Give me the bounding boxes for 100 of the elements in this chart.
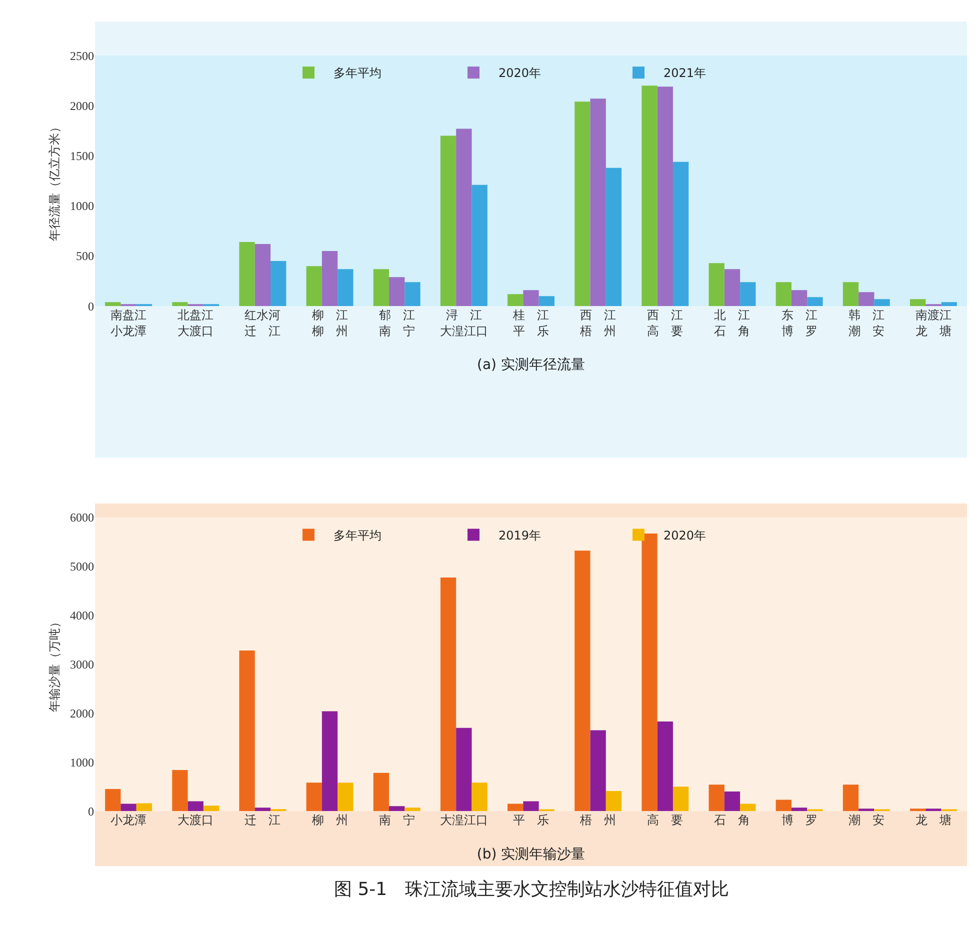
x-axis-title: (b) 实测年输沙量 [476, 846, 586, 862]
bar [120, 804, 136, 812]
x-tick-label: 南盘江小龙潭 [110, 308, 147, 338]
legend-label: 2020年 [498, 66, 542, 80]
x-tick-label: 柳 州 [312, 813, 348, 828]
y-tick-label: 1000 [70, 755, 94, 770]
legend-label: 多年平均 [334, 66, 382, 80]
x-tick-label: 南 宁 [378, 813, 415, 828]
x-tick-label: 平 乐 [513, 813, 549, 828]
bar [657, 721, 673, 812]
bar [642, 86, 658, 306]
legend-label: 2019年 [498, 528, 542, 542]
bar [136, 803, 152, 812]
bar [858, 808, 874, 812]
bar [523, 290, 539, 306]
bar [456, 728, 472, 812]
bar [404, 282, 420, 306]
bar [105, 789, 121, 812]
bar [389, 806, 405, 812]
bar [523, 801, 539, 812]
bar [188, 801, 204, 812]
bar [172, 770, 188, 812]
bar [472, 782, 488, 812]
x-tick-label: 红水河迁 江 [244, 308, 281, 338]
bar [657, 86, 673, 306]
y-tick-label: 6000 [70, 510, 94, 525]
x-tick-label: 西 江高 要 [647, 308, 684, 338]
bar [338, 269, 354, 306]
x-tick-label: 大湟江口 [440, 813, 488, 828]
bar [590, 730, 606, 812]
bar [270, 261, 286, 306]
x-tick-label: 浔 江大湟江口 [440, 308, 488, 338]
bar [910, 808, 926, 812]
x-tick-label: 石 角 [714, 813, 750, 828]
bar [306, 266, 322, 306]
y-tick-label: 2000 [70, 706, 94, 720]
bar [538, 296, 554, 306]
y-tick-label: 0 [88, 299, 94, 314]
x-tick-label: 潮 安 [848, 813, 884, 828]
x-tick-label: 博 罗 [781, 813, 818, 828]
bar [508, 804, 524, 812]
caption: 图 5-1 珠江流域主要水文控制站水沙特征值对比 [334, 879, 730, 900]
bar [239, 242, 255, 306]
bar [574, 102, 590, 306]
x-tick-label: 韩 江潮 安 [848, 308, 884, 338]
bar [322, 251, 338, 306]
x-tick-label: 南渡江龙 塘 [915, 308, 952, 338]
bar [724, 791, 740, 812]
x-tick-label: 西 江梧 州 [579, 308, 616, 338]
bar [708, 263, 724, 306]
bar [874, 299, 890, 306]
x-tick-label: 小龙潭 [110, 813, 147, 828]
y-axis-title: 年输沙量（万吨） [47, 616, 62, 712]
bar [941, 302, 957, 306]
bar [373, 269, 390, 306]
bar [740, 282, 756, 306]
bar [440, 136, 456, 306]
y-tick-label: 0 [88, 804, 94, 818]
bar [239, 650, 255, 812]
bar [590, 98, 606, 306]
bar [791, 290, 808, 306]
x-tick-label: 龙 塘 [915, 813, 952, 828]
y-tick-label: 5000 [70, 559, 94, 574]
bar [373, 772, 390, 812]
bar [724, 269, 740, 306]
bar [254, 244, 271, 306]
bar [440, 578, 456, 812]
x-tick-label: 梧 州 [579, 813, 616, 828]
bar [807, 297, 823, 306]
bar [254, 808, 271, 812]
legend-label: 多年平均 [334, 528, 382, 542]
x-tick-label: 迁 江 [244, 813, 281, 828]
bar [404, 808, 420, 812]
x-tick-label: 北盘江大渡口 [178, 308, 214, 338]
bar [105, 302, 121, 306]
bar [606, 791, 622, 812]
bar [338, 782, 354, 812]
bar [508, 294, 524, 306]
bar [672, 162, 689, 306]
x-tick-label: 郁 江南 宁 [378, 308, 415, 338]
bar [574, 550, 590, 812]
y-tick-label: 3000 [70, 657, 94, 672]
legend-label: 2021年 [664, 66, 706, 80]
x-tick-label: 大渡口 [178, 813, 214, 828]
bar [389, 277, 405, 306]
x-tick-label: 东 江博 罗 [781, 308, 818, 338]
y-tick-label: 2000 [70, 98, 94, 113]
bar [672, 786, 689, 812]
bar [791, 808, 808, 812]
bar [910, 299, 926, 306]
x-axis-title: (a) 实测年径流量 [477, 357, 585, 374]
x-tick-label: 柳 江柳 州 [312, 308, 348, 338]
bar [776, 800, 792, 812]
y-tick-label: 1500 [70, 149, 94, 164]
y-tick-label: 1000 [70, 199, 94, 214]
x-tick-label: 桂 江平 乐 [512, 308, 549, 338]
y-tick-label: 4000 [70, 608, 94, 622]
bar [606, 168, 622, 306]
bar [740, 804, 756, 812]
legend-label: 2020年 [664, 528, 706, 542]
